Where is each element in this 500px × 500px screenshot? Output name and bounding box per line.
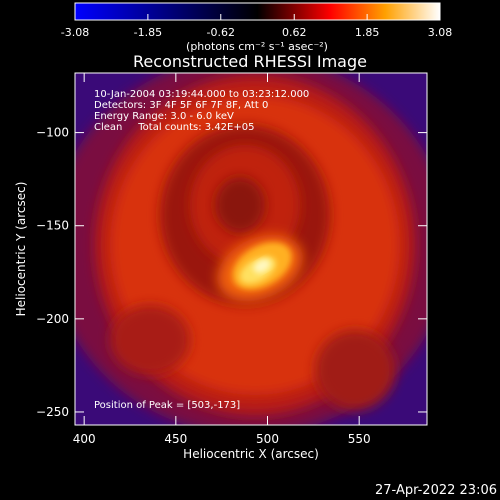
colorbar-tick-label: -0.62 [207,26,235,39]
x-tick-label: 500 [256,432,279,446]
annotations: 10-Jan-2004 03:19:44.000 to 03:23:12.000… [94,89,309,411]
colorbar-tick-label: 3.08 [428,26,453,39]
annotation-time-range: 10-Jan-2004 03:19:44.000 to 03:23:12.000 [94,89,309,100]
heatmap-image [75,73,427,425]
annotation-detectors: Detectors: 3F 4F 5F 6F 7F 8F, Att 0 [94,100,268,111]
x-tick-label: 450 [164,432,187,446]
colorbar-tick-label: -3.08 [61,26,89,39]
y-tick-label: −100 [36,126,69,140]
plot-frame [74,72,428,426]
colorbar-unit-label: (photons cm⁻² s⁻¹ asec⁻²) [186,40,328,53]
colorbar-tick-label: 1.85 [355,26,380,39]
x-tick-label: 400 [73,432,96,446]
y-tick-label: −200 [36,312,69,326]
annotation-energy-range: Energy Range: 3.0 - 6.0 keV [94,111,234,122]
x-axis-label: Heliocentric X (arcsec) [183,447,319,461]
peak-position-label: Position of Peak = [503,-173] [94,400,240,411]
y-tick-label: −150 [36,219,69,233]
chart-title: Reconstructed RHESSI Image [133,52,367,71]
annotation-clean-counts: Clean Total counts: 3.42E+05 [94,122,254,133]
y-axis-label: Heliocentric Y (arcsec) [14,182,28,317]
colorbar-tick-label: -1.85 [134,26,162,39]
x-tick-label: 550 [348,432,371,446]
colorbar: -3.08 -1.85 -0.62 0.62 1.85 3.08 (photons cm⁻… [61,2,453,53]
y-tick-label: −250 [36,405,69,419]
colorbar-gradient [74,2,441,21]
x-axis: 400 450 500 550 [73,73,371,446]
colorbar-tick-label: 0.62 [282,26,307,39]
footer-date: 27-Apr-2022 23:06 [375,483,497,498]
y-axis: −100 −150 −200 −250 [36,126,427,419]
